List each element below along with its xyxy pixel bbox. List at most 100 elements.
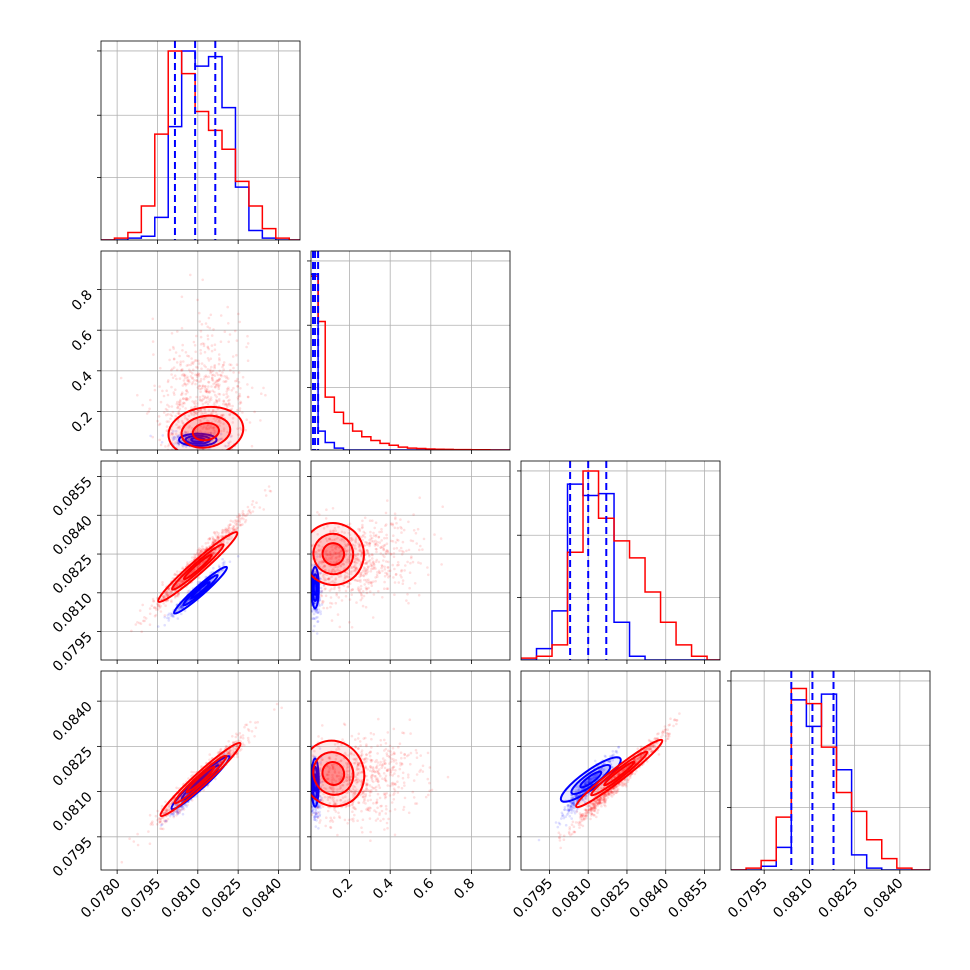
scatter-point bbox=[252, 456, 255, 459]
scatter-point bbox=[186, 379, 189, 382]
scatter-point bbox=[361, 519, 364, 523]
scatter-point bbox=[206, 395, 210, 399]
scatter-point bbox=[400, 531, 403, 534]
scatter-point bbox=[180, 605, 183, 609]
scatter-point bbox=[374, 560, 378, 563]
scatter-point bbox=[370, 564, 374, 568]
scatter-point bbox=[197, 576, 201, 579]
scatter-point bbox=[374, 576, 377, 579]
scatter-point bbox=[301, 587, 304, 590]
scatter-point bbox=[361, 570, 365, 573]
scatter-point bbox=[183, 609, 187, 613]
scatter-point bbox=[181, 805, 185, 809]
scatter-point bbox=[328, 537, 332, 541]
scatter-point bbox=[177, 608, 181, 611]
scatter-point bbox=[372, 562, 376, 566]
scatter-point bbox=[354, 554, 357, 557]
scatter-point bbox=[325, 606, 329, 610]
panel-content bbox=[119, 273, 267, 496]
scatter-point bbox=[152, 599, 155, 603]
scatter-point bbox=[235, 753, 239, 756]
scatter-point bbox=[211, 542, 214, 546]
scatter-point bbox=[210, 370, 213, 374]
scatter-point bbox=[151, 481, 154, 484]
scatter-point bbox=[179, 605, 183, 608]
scatter-point bbox=[204, 385, 207, 388]
scatter-point bbox=[221, 568, 224, 572]
scatter-point bbox=[303, 564, 306, 567]
scatter-point bbox=[302, 582, 305, 585]
scatter-point bbox=[252, 505, 256, 509]
scatter-point bbox=[393, 593, 396, 596]
scatter-point bbox=[159, 827, 162, 830]
scatter-point bbox=[364, 562, 367, 565]
scatter-point bbox=[179, 368, 183, 372]
scatter-point bbox=[185, 397, 188, 400]
scatter-point bbox=[235, 390, 238, 394]
scatter-point bbox=[175, 573, 178, 577]
scatter-point bbox=[387, 569, 390, 573]
scatter-point bbox=[203, 479, 206, 482]
scatter-point bbox=[225, 390, 229, 393]
scatter-point bbox=[360, 554, 363, 558]
scatter-point bbox=[316, 620, 320, 623]
scatter-point bbox=[196, 402, 199, 405]
scatter-point bbox=[385, 821, 389, 825]
scatter-point bbox=[315, 609, 318, 612]
scatter-point bbox=[327, 756, 331, 759]
scatter-point bbox=[304, 594, 307, 597]
scatter-point bbox=[150, 604, 154, 607]
scatter-point bbox=[209, 357, 213, 361]
scatter-point bbox=[207, 380, 210, 384]
scatter-point bbox=[317, 608, 321, 611]
scatter-point bbox=[359, 574, 363, 577]
scatter-point bbox=[206, 451, 209, 454]
scatter-point bbox=[315, 608, 319, 612]
scatter-point bbox=[184, 351, 188, 354]
scatter-point bbox=[357, 579, 360, 582]
scatter-point bbox=[247, 741, 251, 744]
scatter-point bbox=[208, 758, 211, 762]
scatter-point bbox=[208, 391, 211, 394]
scatter-point bbox=[330, 538, 333, 542]
scatter-point bbox=[365, 571, 369, 575]
scatter-point bbox=[214, 410, 218, 414]
panel-1-0 bbox=[97, 250, 301, 496]
scatter-point bbox=[173, 572, 177, 576]
scatter-point bbox=[237, 312, 240, 316]
scatter-point bbox=[176, 811, 180, 815]
scatter-point bbox=[173, 493, 176, 496]
scatter-point bbox=[197, 553, 200, 556]
scatter-point bbox=[178, 434, 181, 437]
scatter-point bbox=[306, 569, 309, 572]
scatter-point bbox=[202, 377, 206, 381]
scatter-point bbox=[357, 747, 360, 750]
scatter-point bbox=[213, 531, 216, 534]
scatter-point bbox=[203, 385, 207, 389]
scatter-point bbox=[254, 721, 257, 724]
scatter-point bbox=[213, 366, 216, 370]
scatter-point bbox=[173, 810, 176, 814]
scatter-point bbox=[264, 494, 268, 497]
scatter-point bbox=[186, 430, 189, 434]
scatter-point bbox=[391, 540, 395, 543]
scatter-point bbox=[236, 385, 240, 388]
scatter-point bbox=[346, 776, 350, 779]
scatter-point bbox=[196, 551, 199, 554]
scatter-point bbox=[176, 810, 180, 813]
scatter-point bbox=[371, 567, 375, 571]
scatter-point bbox=[164, 811, 167, 815]
scatter-point bbox=[411, 560, 415, 564]
scatter-point bbox=[209, 371, 212, 375]
scatter-point bbox=[362, 594, 366, 598]
scatter-point bbox=[180, 606, 184, 609]
scatter-point bbox=[316, 533, 320, 536]
scatter-point bbox=[209, 396, 213, 399]
scatter-point bbox=[216, 379, 219, 383]
scatter-point bbox=[343, 531, 346, 534]
scatter-point bbox=[323, 564, 327, 568]
scatter-point bbox=[228, 398, 231, 402]
scatter-point bbox=[174, 429, 178, 433]
scatter-point bbox=[330, 619, 334, 622]
scatter-point bbox=[323, 576, 326, 579]
